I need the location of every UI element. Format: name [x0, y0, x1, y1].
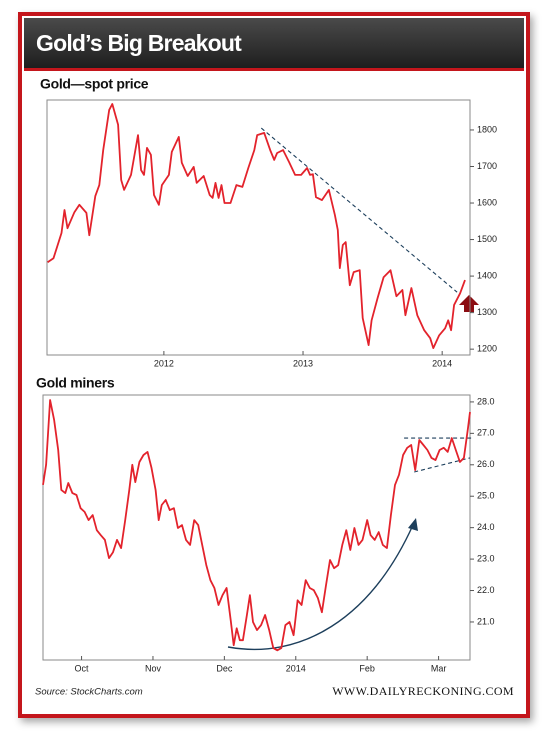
chart-title: Gold—spot price — [40, 76, 149, 92]
x-tick-label: 2012 — [154, 358, 174, 368]
card — [18, 12, 530, 718]
page-title: Gold’s Big Breakout — [36, 30, 242, 56]
y-tick-label: 21.0 — [477, 616, 495, 626]
x-tick-label: Feb — [359, 663, 375, 673]
y-tick-label: 1700 — [477, 161, 497, 171]
y-tick-label: 23.0 — [477, 553, 495, 563]
y-tick-label: 1600 — [477, 197, 497, 207]
trend-line — [260, 127, 458, 293]
chart-title: Gold miners — [36, 375, 115, 391]
y-tick-label: 25.0 — [477, 491, 495, 501]
x-tick-label: 2013 — [293, 358, 313, 368]
y-tick-label: 27.0 — [477, 428, 495, 438]
y-tick-label: 1200 — [477, 344, 497, 354]
y-tick-label: 1800 — [477, 124, 497, 134]
y-tick-label: 28.0 — [477, 396, 495, 406]
site-credit: WWW.DAILYRECKONING.COM — [332, 684, 514, 698]
source-note: Source: StockCharts.com — [35, 687, 143, 698]
curve-arrowhead — [408, 518, 418, 531]
header-bar — [24, 18, 524, 68]
x-tick-label: Nov — [145, 663, 162, 673]
x-tick-label: Dec — [216, 663, 233, 673]
x-tick-label: Mar — [431, 663, 447, 673]
y-tick-label: 1500 — [477, 234, 497, 244]
price-line — [47, 103, 466, 349]
y-tick-label: 24.0 — [477, 522, 495, 532]
y-tick-label: 1400 — [477, 270, 497, 280]
x-tick-label: 2014 — [432, 358, 452, 368]
icon-arrow-up — [459, 295, 479, 312]
price-line — [42, 399, 471, 652]
header-rule — [24, 68, 524, 71]
y-tick-label: 26.0 — [477, 459, 495, 469]
x-tick-label: 2014 — [286, 663, 306, 673]
y-tick-label: 1300 — [477, 307, 497, 317]
y-tick-label: 22.0 — [477, 585, 495, 595]
x-tick-label: Oct — [75, 663, 90, 673]
curve-arrow — [227, 524, 414, 651]
plot-frame — [46, 99, 471, 356]
trend-line — [414, 457, 471, 473]
